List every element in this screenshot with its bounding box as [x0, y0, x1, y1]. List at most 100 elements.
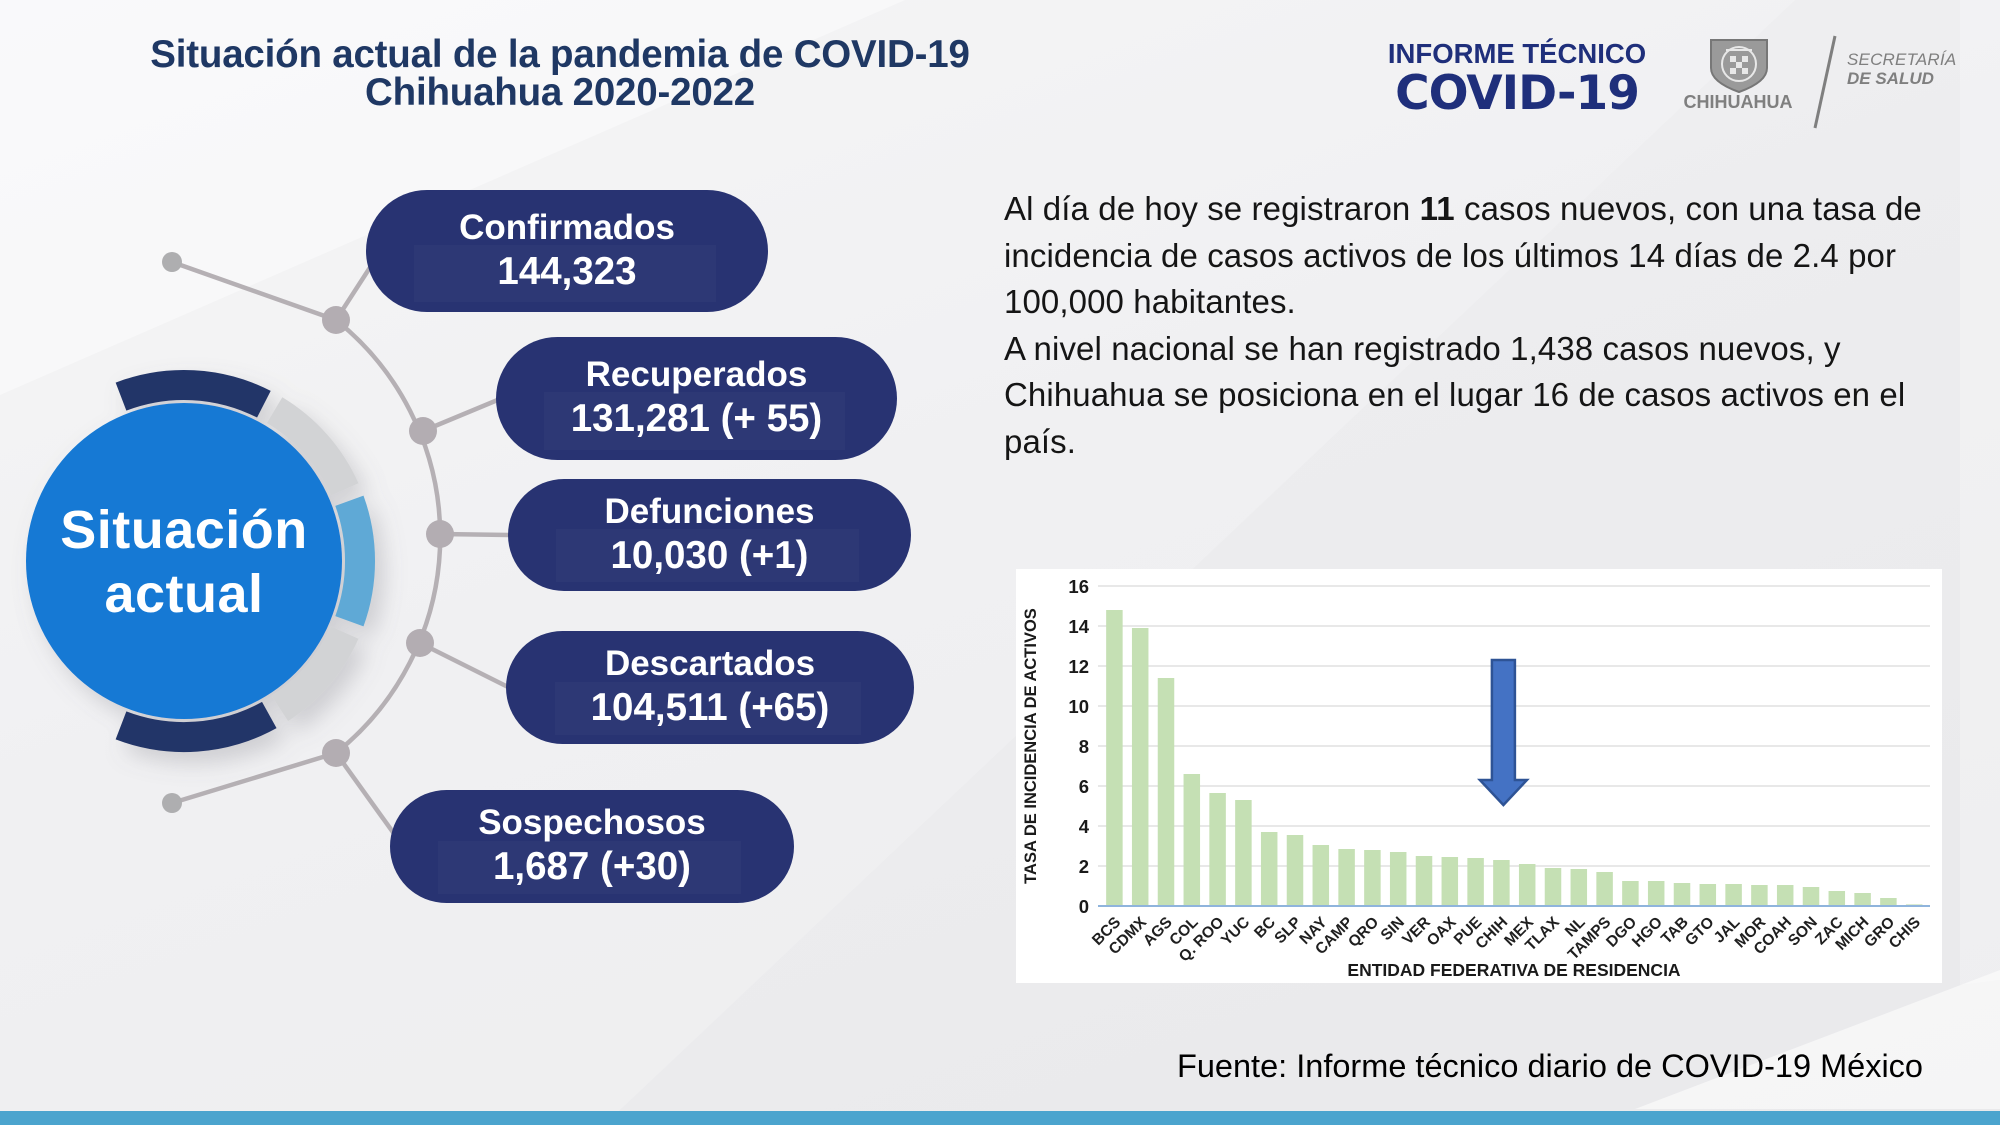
ring-segment-navy-top	[115, 369, 271, 418]
bottom-accent-bar	[0, 1111, 2000, 1125]
end-dot-bottom	[162, 793, 182, 813]
stat-label: Confirmados	[459, 207, 675, 247]
ring-segment-lightblue	[335, 495, 376, 627]
y-tick-label: 0	[1079, 896, 1089, 917]
bar-GRO	[1880, 898, 1897, 906]
x-axis-title: ENTIDAD FEDERATIVA DE RESIDENCIA	[1347, 960, 1681, 980]
bar-COL	[1183, 774, 1201, 906]
x-tick-label: SLP	[1271, 914, 1304, 947]
ring-segment-gray-lower	[271, 626, 359, 722]
bar-HGO	[1647, 881, 1665, 906]
hub-label-line1: Situación	[60, 500, 308, 560]
bar-GTO	[1699, 884, 1717, 906]
node-recuperados	[409, 417, 437, 445]
bar-QRO	[1364, 850, 1381, 906]
y-tick-label: 2	[1079, 856, 1089, 877]
stat-pill-defunciones: Defunciones 10,030 (+1)	[508, 479, 911, 591]
stat-pill-confirmados: Confirmados 144,323	[366, 190, 768, 312]
x-tick-label: YUC	[1218, 914, 1253, 949]
bar-OAX	[1441, 857, 1459, 906]
hub-ring	[115, 369, 376, 753]
bar-VER	[1415, 856, 1433, 906]
y-tick-label: 12	[1068, 656, 1089, 677]
background-strip-right	[1960, 0, 2000, 985]
stat-label: Sospechosos	[478, 803, 706, 842]
background-wedge-bottomright	[1635, 970, 2000, 1109]
divider-slash	[1813, 35, 1837, 129]
bar-SLP	[1286, 835, 1304, 906]
stat-label: Defunciones	[604, 491, 815, 531]
secretaria-de-salud-wordmark: SECRETARÍA DE SALUD	[1847, 50, 1997, 88]
y-tick-label: 16	[1068, 576, 1089, 597]
hub-group: Situación actual	[26, 369, 376, 753]
end-dot-top	[162, 252, 182, 272]
connector-line	[171, 259, 337, 323]
node-confirmados	[322, 306, 350, 334]
y-tick-label: 6	[1079, 776, 1089, 797]
stat-value: 1,687 (+30)	[493, 845, 691, 888]
secretaria-line1: SECRETARÍA	[1847, 50, 1957, 69]
y-tick-label: 10	[1068, 696, 1089, 717]
bar-CDMX	[1131, 628, 1149, 906]
y-axis-title: TASA DE INCIDENCIA DE ACTIVOS	[1022, 608, 1040, 884]
node-descartados	[406, 629, 434, 657]
bar-CAMP	[1338, 849, 1355, 906]
bar-YUC	[1235, 800, 1252, 906]
bar-TAMPS	[1596, 872, 1613, 906]
stat-value: 10,030 (+1)	[610, 533, 809, 577]
bar-TAB	[1673, 883, 1691, 906]
chihuahua-wordmark: CHIHUAHUA	[1683, 92, 1793, 112]
ring-segment-gray-upper	[266, 397, 359, 496]
summary-p2: A nivel nacional se han registrado 1,438…	[1004, 329, 1906, 460]
chih-pointer-arrow	[1477, 658, 1530, 807]
informe-tecnico-wordmark: INFORME TÉCNICO	[1387, 38, 1647, 69]
stat-pill-descartados: Descartados 104,511 (+65)	[506, 631, 914, 744]
summary-p1-after: casos nuevos, con una tasa de incidencia…	[1004, 190, 1922, 320]
bar-AGS	[1157, 678, 1175, 906]
bar-ZAC	[1828, 891, 1846, 906]
y-tick-label: 8	[1079, 736, 1089, 757]
source-note: Fuente: Informe técnico diario de COVID-…	[1176, 1048, 1924, 1084]
chihuahua-shield-icon	[1710, 39, 1768, 94]
stat-label: Recuperados	[585, 355, 808, 394]
bar-JAL	[1725, 884, 1742, 906]
connector-line	[334, 751, 402, 844]
connector-line	[171, 750, 337, 806]
bar-CHIH	[1493, 860, 1510, 906]
summary-p1-before: Al día de hoy se registraron	[1004, 190, 1420, 227]
bar-SON	[1802, 887, 1820, 906]
node-defunciones	[426, 520, 454, 548]
bar-BCS	[1106, 610, 1123, 906]
bar-SIN	[1389, 852, 1407, 906]
stat-value: 144,323	[497, 249, 637, 293]
bar-MEX	[1518, 864, 1536, 906]
stat-label: Descartados	[604, 644, 816, 683]
hub-circle	[26, 403, 342, 719]
bar-COAH	[1776, 885, 1794, 906]
summary-p1-bold: 11	[1419, 190, 1455, 227]
slide-title-line1: Situación actual de la pandemia de COVID…	[150, 33, 970, 76]
bar-Q. ROO	[1209, 793, 1226, 906]
bar-NL	[1570, 869, 1588, 906]
connector-line	[418, 640, 512, 691]
hub-label-line2: actual	[104, 564, 263, 624]
connector-nodes	[162, 252, 454, 813]
bar-DGO	[1622, 881, 1639, 906]
node-sospechosos	[322, 739, 350, 767]
stat-pill-sospechosos: Sospechosos 1,687 (+30)	[390, 790, 794, 903]
ring-segment-navy-bottom	[115, 701, 277, 753]
slide-title-line2: Chihuahua 2020-2022	[365, 71, 755, 114]
bar-MICH	[1854, 893, 1871, 906]
bar-PUE	[1467, 858, 1484, 906]
secretaria-line2: DE SALUD	[1847, 69, 1934, 88]
bar-TLAX	[1544, 868, 1562, 906]
bar-BC	[1260, 832, 1278, 906]
stat-value: 131,281 (+ 55)	[570, 397, 823, 440]
stat-pill-recuperados: Recuperados 131,281 (+ 55)	[496, 337, 897, 460]
incidence-chart-panel: 0 2 4 6 8 10 12 14 16 BCS CDMX AGS COL Q. ROO YUC BC SLP…	[1016, 569, 1942, 983]
stat-value: 104,511 (+65)	[590, 686, 830, 729]
bar-NAY	[1312, 845, 1330, 906]
bar-MOR	[1751, 885, 1768, 906]
